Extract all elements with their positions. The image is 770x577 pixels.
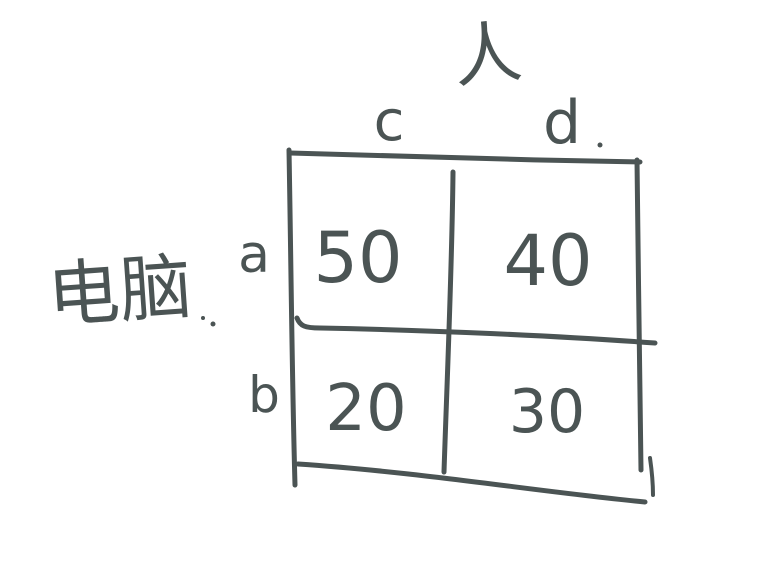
table-title: 人 [450, 13, 526, 99]
table-left-border [286, 147, 298, 488]
pen-dot [201, 316, 205, 320]
side-label: 电脑 [45, 244, 195, 338]
table-bottom-border [295, 461, 648, 505]
cell-a-d: 40 [503, 220, 592, 302]
table-right-border [634, 157, 644, 473]
cell-b-c: 20 [325, 372, 406, 446]
table-top-border [287, 150, 643, 165]
cell-b-d: 30 [509, 377, 585, 447]
row-label-b: b [248, 366, 280, 424]
table-middle-horizontal [294, 315, 658, 346]
pen-dot [597, 142, 603, 148]
column-label-c: c [374, 89, 405, 154]
column-label-d: d [543, 88, 581, 158]
cell-a-c: 50 [313, 217, 402, 299]
pen-dot [210, 321, 216, 327]
row-label-a: a [238, 225, 270, 285]
table-right-border-tail [648, 456, 655, 497]
table-middle-vertical [441, 169, 456, 475]
table-grid [286, 147, 658, 505]
